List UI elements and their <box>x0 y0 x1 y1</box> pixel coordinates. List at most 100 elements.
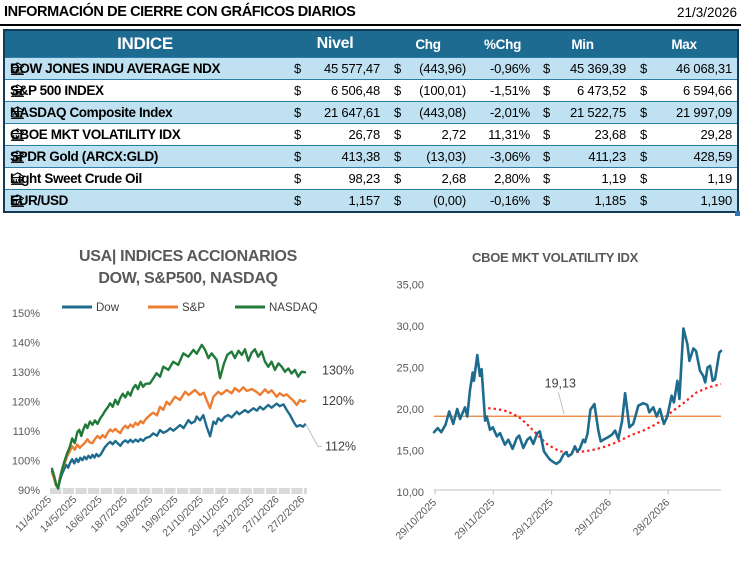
index-name: NASDAQ Composite Index <box>10 105 173 120</box>
max-value: 21 997,09 <box>675 105 732 120</box>
min-value: 1,185 <box>594 193 626 208</box>
currency-symbol: $ <box>294 193 302 208</box>
cell-nivel[interactable]: $413,38 <box>285 149 385 164</box>
cell-chg[interactable]: $ (100,01) <box>385 83 471 98</box>
cell-max[interactable]: $46 068,31 <box>631 61 737 76</box>
x-tick-label: 29/12/2025 <box>510 497 556 543</box>
table-row[interactable]: NASDAQ Composite Index $21 647,61 $ (443,… <box>5 101 737 123</box>
cell-pchg[interactable]: -0,16% <box>490 193 530 208</box>
currency-symbol: $ <box>543 105 551 120</box>
column-header-indice[interactable]: INDICE <box>117 34 173 53</box>
cell-nivel[interactable]: $45 577,47 <box>285 61 385 76</box>
column-header-max[interactable]: Max <box>671 36 697 52</box>
currency-symbol: $ <box>294 83 302 98</box>
cell-max[interactable]: $29,28 <box>631 127 737 142</box>
currency-symbol: $ <box>543 193 551 208</box>
cell-nivel[interactable]: $6 506,48 <box>285 83 385 98</box>
indices-chart-title-line2: DOW, S&P500, NASDAQ <box>98 270 277 287</box>
cell-index-name[interactable]: SPDR Gold (ARCX:GLD) <box>5 149 285 164</box>
index-name: Light Sweet Crude Oil <box>10 171 142 186</box>
currency-symbol: $ <box>640 193 648 208</box>
table-row[interactable]: Light Sweet Crude Oil $98,23 $2,68 2,80%… <box>5 167 737 189</box>
cell-index-name[interactable]: NASDAQ Composite Index <box>5 105 285 120</box>
bank-building-icon <box>10 106 25 119</box>
currency-symbol: $ <box>640 83 648 98</box>
cell-min[interactable]: $6 473,52 <box>534 83 631 98</box>
column-header-nivel[interactable]: Nivel <box>316 35 354 52</box>
cell-max[interactable]: $21 997,09 <box>631 105 737 120</box>
y-tick-label: 35,00 <box>396 280 424 292</box>
cell-chg[interactable]: $ (13,03) <box>385 149 471 164</box>
cell-chg[interactable]: $ (443,08) <box>385 105 471 120</box>
min-value: 411,23 <box>588 149 626 164</box>
cell-nivel[interactable]: $1,157 <box>285 193 385 208</box>
series-line-vix <box>432 327 723 466</box>
currency-symbol: $ <box>640 149 648 164</box>
chg-value: (0,00) <box>433 193 466 208</box>
currency-symbol: $ <box>640 105 648 120</box>
cell-pchg[interactable]: -3,06% <box>490 149 530 164</box>
nivel-value: 98,23 <box>348 171 380 186</box>
currency-symbol: $ <box>394 193 402 208</box>
currency-symbol: $ <box>543 127 551 142</box>
cell-max[interactable]: $1,19 <box>631 171 737 186</box>
y-tick-label: 130% <box>12 367 40 379</box>
legend-label: S&P <box>182 302 205 314</box>
index-name: SPDR Gold (ARCX:GLD) <box>10 149 158 164</box>
indices-line-chart[interactable]: USA| INDICES ACCIONARIOS DOW, S&P500, NA… <box>0 236 372 561</box>
table-row[interactable]: SPDR Gold (ARCX:GLD) $413,38 $ (13,03) -3… <box>5 145 737 167</box>
chg-value: (443,08) <box>419 105 466 120</box>
cell-chg[interactable]: $ (0,00) <box>385 193 471 208</box>
table-row[interactable]: S&P 500 INDEX $6 506,48 $ (100,01) -1,51%… <box>5 79 737 101</box>
column-header-pchg[interactable]: %Chg <box>483 36 522 52</box>
currency-symbol: $ <box>394 83 402 98</box>
cell-max[interactable]: $6 594,66 <box>631 83 737 98</box>
max-value: 6 594,66 <box>682 83 732 98</box>
cell-pchg[interactable]: -1,51% <box>490 83 530 98</box>
cell-pchg[interactable]: -0,96% <box>490 61 530 76</box>
max-value: 1,19 <box>707 171 732 186</box>
currency-symbol: $ <box>294 127 302 142</box>
index-name: S&P 500 INDEX <box>10 83 104 98</box>
cell-min[interactable]: $1,185 <box>534 193 631 208</box>
chg-value: 2,68 <box>441 171 466 186</box>
cell-pchg[interactable]: 2,80% <box>494 171 530 186</box>
column-header-min[interactable]: Min <box>571 36 594 52</box>
table-row[interactable]: DOW JONES INDU AVERAGE NDX $45 577,47 $ (… <box>5 57 737 79</box>
cell-max[interactable]: $428,59 <box>631 149 737 164</box>
cell-nivel[interactable]: $26,78 <box>285 127 385 142</box>
end-value-annotation: 120% <box>322 394 354 408</box>
cell-index-name[interactable]: CBOE MKT VOLATILITY IDX <box>5 127 285 142</box>
cell-nivel[interactable]: $21 647,61 <box>285 105 385 120</box>
min-value: 21 522,75 <box>569 105 626 120</box>
cell-index-name[interactable]: DOW JONES INDU AVERAGE NDX <box>5 61 285 76</box>
cell-pchg[interactable]: -2,01% <box>490 105 530 120</box>
cell-min[interactable]: $411,23 <box>534 149 631 164</box>
cell-min[interactable]: $45 369,39 <box>534 61 631 76</box>
vix-line-chart[interactable]: CBOE MKT VOLATILITY IDX 10,00 15,00 20,00 2… <box>380 236 741 561</box>
title-bar: INFORMACIÓN DE CIERRE CON GRÁFICOS DIARI… <box>0 0 741 26</box>
end-value-annotation: 130% <box>322 364 354 378</box>
cell-pchg[interactable]: 11,31% <box>488 127 530 142</box>
cell-index-name[interactable]: S&P 500 INDEX <box>5 83 285 98</box>
cell-chg[interactable]: $2,72 <box>385 127 471 142</box>
cell-nivel[interactable]: $98,23 <box>285 171 385 186</box>
selection-fill-handle[interactable] <box>735 211 740 216</box>
cell-index-name[interactable]: EUR/USD <box>5 193 285 208</box>
series-line-nasdaq <box>50 343 307 490</box>
column-header-chg[interactable]: Chg <box>415 36 441 52</box>
bank-building-icon <box>10 84 25 97</box>
legend-label: NASDAQ <box>269 302 318 314</box>
y-tick-label: 150% <box>12 308 40 320</box>
cell-min[interactable]: $21 522,75 <box>534 105 631 120</box>
cell-chg[interactable]: $2,68 <box>385 171 471 186</box>
table-row[interactable]: CBOE MKT VOLATILITY IDX $26,78 $2,72 11,… <box>5 123 737 145</box>
cell-chg[interactable]: $ (443,96) <box>385 61 471 76</box>
cell-index-name[interactable]: Light Sweet Crude Oil <box>5 171 285 186</box>
min-value: 6 473,52 <box>576 83 626 98</box>
cell-max[interactable]: $1,190 <box>631 193 737 208</box>
cell-min[interactable]: $1,19 <box>534 171 631 186</box>
table-row[interactable]: EUR/USD $1,157 $ (0,00) -0,16% $1,185 $1,… <box>5 189 737 211</box>
chg-value: (443,96) <box>419 61 466 76</box>
cell-min[interactable]: $23,68 <box>534 127 631 142</box>
